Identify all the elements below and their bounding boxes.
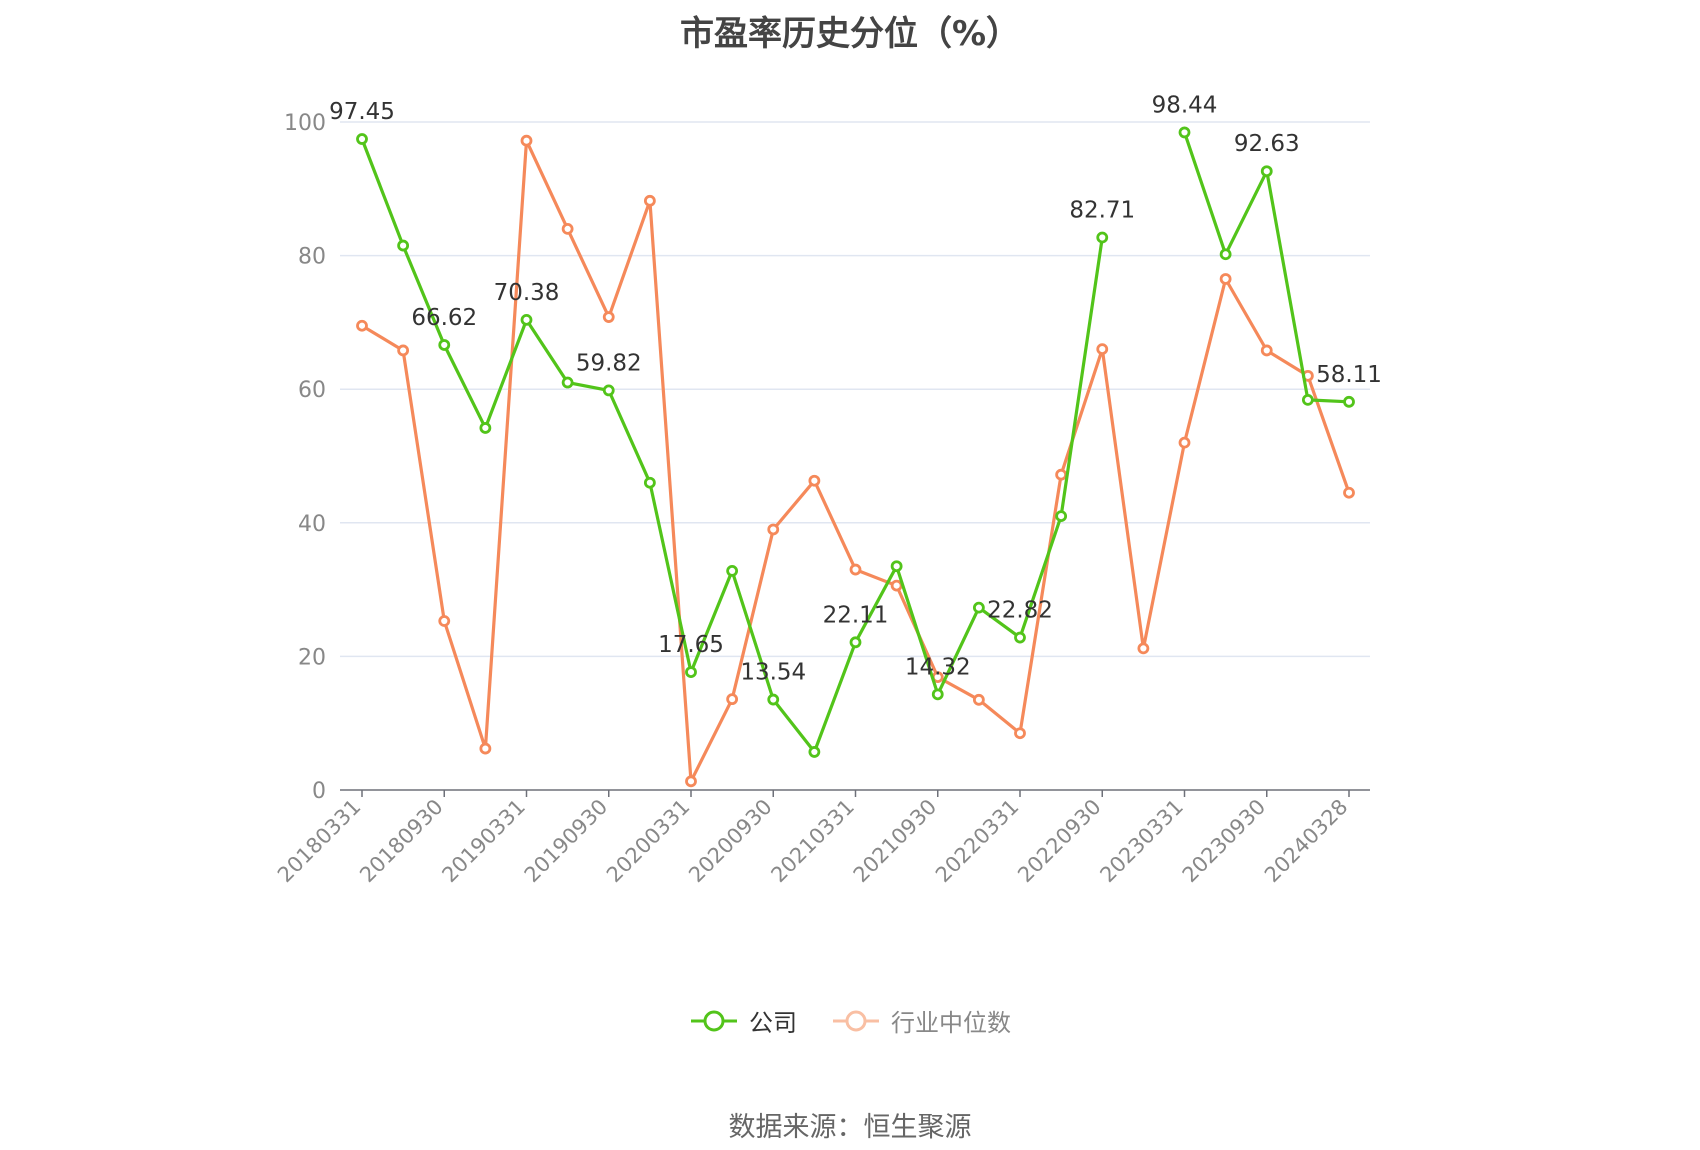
- series-line-1: [361, 139, 1351, 783]
- data-label: 58.11: [1316, 362, 1382, 388]
- data-point: [479, 422, 492, 434]
- data-point: [931, 688, 944, 701]
- data-point: [1014, 727, 1026, 740]
- data-point: [643, 194, 656, 207]
- data-point: [356, 133, 368, 145]
- data-point: [808, 746, 821, 758]
- x-tick-label: 20200331: [602, 795, 695, 888]
- y-tick-label: 80: [298, 245, 326, 270]
- data-point: [1260, 344, 1273, 357]
- data-label: 98.44: [1152, 92, 1218, 118]
- data-label: 70.38: [494, 280, 560, 306]
- data-point: [520, 134, 533, 147]
- legend-item-industry[interactable]: 行业中位数: [831, 1003, 1011, 1038]
- line-chart: 0 20 40 60 80 100 2018033120180930201903312019…: [273, 92, 1382, 888]
- legend-company-icon: [691, 1010, 737, 1031]
- data-label: 14.32: [905, 654, 971, 680]
- legend-company-label: 公司: [749, 1009, 797, 1037]
- x-tick-label: 20220331: [931, 795, 1024, 888]
- series-lines: [356, 126, 1355, 788]
- x-tick-label: 20190930: [520, 795, 613, 888]
- data-label: 97.45: [329, 99, 395, 125]
- legend-industry-icon: [833, 1010, 879, 1031]
- data-point: [479, 742, 492, 755]
- data-point: [685, 775, 697, 788]
- data-point: [808, 474, 821, 487]
- data-point: [1343, 395, 1355, 408]
- y-tick-label: 0: [312, 779, 326, 804]
- legend: 公司 行业中位数: [0, 1003, 1700, 1038]
- x-tick-label: 20200930: [684, 795, 777, 888]
- chart-title: 市盈率历史分位（%）: [679, 14, 1021, 54]
- x-tick-label: 20220930: [1013, 795, 1106, 888]
- data-point: [1055, 510, 1068, 523]
- data-point: [520, 313, 533, 326]
- data-point: [1096, 231, 1109, 244]
- x-tick-label: 20240328: [1260, 795, 1353, 888]
- x-tick-label: 20210331: [766, 795, 859, 888]
- data-point: [972, 693, 985, 706]
- data-point: [1301, 393, 1314, 406]
- data-point: [1219, 273, 1232, 285]
- data-point: [356, 319, 368, 332]
- grid-lines: [340, 121, 1370, 658]
- data-label: 22.82: [987, 598, 1053, 624]
- data-point: [890, 560, 903, 573]
- source-note: 数据来源：恒生聚源: [728, 1112, 972, 1143]
- data-point: [1137, 642, 1150, 655]
- data-point: [1178, 126, 1191, 139]
- data-point: [849, 563, 862, 576]
- series-line-0: [360, 131, 1350, 754]
- data-point: [1055, 468, 1068, 481]
- data-label: 82.71: [1069, 197, 1135, 223]
- data-point: [1014, 631, 1026, 644]
- data-label: 92.63: [1234, 131, 1300, 157]
- data-point: [438, 615, 451, 627]
- y-tick-label: 60: [298, 378, 326, 403]
- data-point: [602, 384, 615, 397]
- data-point: [1260, 165, 1273, 178]
- data-label: 59.82: [576, 350, 642, 376]
- data-label: 66.62: [411, 305, 477, 331]
- data-point: [685, 666, 697, 678]
- data-point: [643, 476, 656, 489]
- data-point: [561, 222, 574, 235]
- data-point: [767, 523, 780, 536]
- x-tick-label: 20230331: [1095, 795, 1188, 888]
- data-point: [397, 344, 410, 357]
- data-label: 17.65: [658, 632, 724, 658]
- data-point: [1343, 486, 1355, 499]
- data-point: [726, 564, 739, 577]
- legend-industry-label: 行业中位数: [891, 1009, 1011, 1037]
- data-point: [767, 693, 780, 706]
- data-point: [1219, 248, 1232, 261]
- data-point: [438, 339, 451, 351]
- legend-item-company[interactable]: 公司: [689, 1003, 797, 1038]
- data-point: [1178, 436, 1191, 449]
- data-point: [1096, 343, 1109, 356]
- x-tick-label: 20190331: [437, 795, 530, 888]
- data-label: 22.11: [823, 602, 889, 628]
- data-point: [890, 579, 903, 592]
- x-tick-label: 20210930: [849, 795, 942, 888]
- x-tick-label: 20180930: [355, 795, 448, 888]
- data-point: [972, 601, 985, 614]
- x-tick-label: 20230930: [1178, 795, 1271, 888]
- data-point: [602, 311, 615, 323]
- x-tick-label: 20180331: [273, 795, 366, 888]
- y-tick-label: 40: [298, 512, 326, 537]
- data-labels: 97.45 66.62 70.38 59.82 17.65 13.54 22.11 14.32…: [329, 92, 1382, 685]
- y-tick-label: 20: [298, 645, 326, 670]
- data-point: [561, 376, 574, 389]
- data-label: 13.54: [740, 660, 806, 686]
- y-tick-label: 100: [284, 111, 326, 136]
- data-point: [397, 239, 410, 252]
- data-point: [726, 693, 739, 706]
- data-point: [849, 636, 862, 649]
